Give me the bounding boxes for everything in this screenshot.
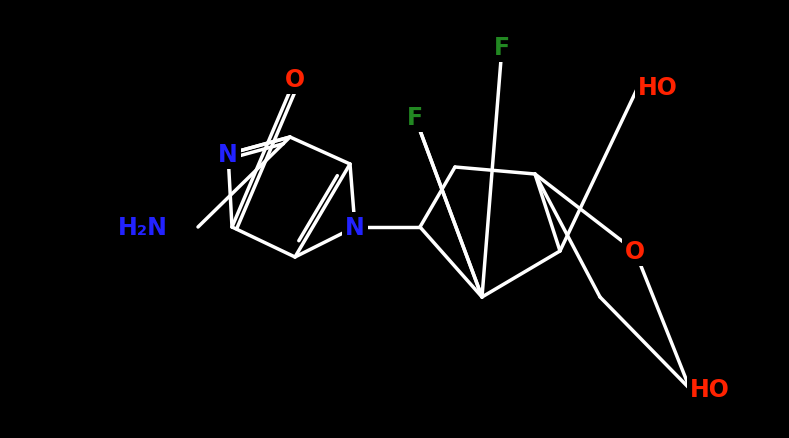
Text: HO: HO — [690, 377, 730, 401]
Text: H₂N: H₂N — [118, 215, 168, 240]
Text: N: N — [218, 143, 237, 166]
Text: F: F — [494, 36, 510, 60]
Text: N: N — [345, 215, 365, 240]
Text: O: O — [625, 240, 645, 263]
Text: O: O — [285, 68, 305, 92]
Text: F: F — [407, 106, 423, 130]
Text: HO: HO — [638, 76, 678, 100]
